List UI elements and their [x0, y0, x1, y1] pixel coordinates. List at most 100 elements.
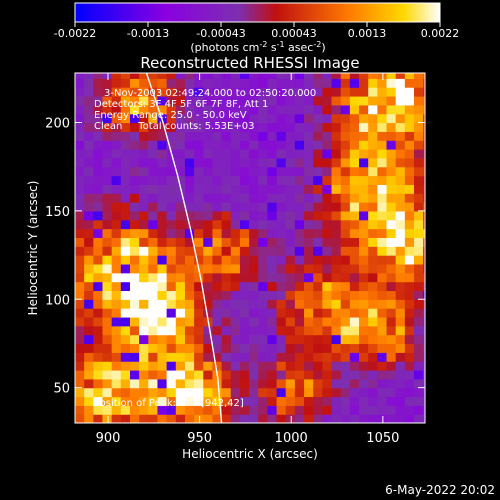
heatmap-cell	[359, 95, 369, 106]
heatmap-cell	[184, 113, 195, 124]
heatmap-cell	[331, 219, 342, 230]
heatmap-cell	[395, 343, 406, 353]
heatmap-cell	[276, 140, 287, 150]
heatmap-cell	[285, 281, 296, 292]
heatmap-cell	[230, 78, 241, 88]
heatmap-cell	[377, 334, 388, 345]
heatmap-cell	[340, 405, 351, 415]
heatmap-cell	[230, 405, 241, 415]
heatmap-cell	[386, 166, 397, 177]
heatmap-cell	[423, 414, 425, 423]
heatmap-cell	[313, 157, 323, 168]
heatmap-cell	[230, 414, 241, 423]
heatmap-cell	[148, 237, 159, 247]
heatmap-cell	[249, 122, 259, 132]
heatmap-cell	[349, 219, 360, 230]
heatmap-cell	[157, 219, 168, 230]
x-tick-label: 900	[96, 431, 121, 446]
heatmap-cell	[157, 387, 168, 398]
heatmap-cell	[102, 290, 113, 300]
heatmap-cell	[84, 334, 94, 345]
heatmap-cell	[285, 157, 296, 168]
heatmap-cell	[120, 299, 131, 309]
heatmap-cell	[404, 290, 415, 300]
heatmap-cell	[359, 219, 369, 230]
heatmap-cell	[184, 228, 195, 238]
heatmap-cell	[157, 405, 168, 415]
heatmap-cell	[294, 95, 305, 106]
heatmap-cell	[386, 210, 397, 221]
heatmap-cell	[221, 352, 232, 362]
heatmap-cell	[75, 387, 85, 398]
heatmap-cell	[166, 175, 177, 185]
heatmap-cell	[184, 343, 195, 353]
heatmap-cell	[212, 308, 223, 318]
heatmap-cell	[212, 246, 223, 256]
heatmap-cell	[395, 131, 406, 141]
heatmap-cell	[221, 290, 232, 300]
heatmap-cell	[230, 149, 241, 159]
heatmap-cell	[340, 263, 351, 274]
heatmap-cell	[386, 104, 397, 115]
heatmap-cell	[148, 343, 159, 353]
heatmap-cell	[239, 140, 250, 150]
heatmap-cell	[423, 308, 425, 318]
heatmap-cell	[84, 361, 94, 371]
heatmap-cell	[377, 246, 388, 256]
heatmap-cell	[349, 272, 360, 283]
heatmap-cell	[184, 87, 195, 97]
heatmap-cell	[331, 352, 342, 362]
heatmap-cell	[414, 281, 424, 292]
heatmap-cell	[395, 140, 406, 150]
heatmap-cell	[404, 131, 415, 141]
heatmap-cell	[322, 78, 333, 88]
heatmap-cell	[129, 78, 140, 88]
heatmap-cell	[395, 228, 406, 238]
heatmap-cell	[395, 299, 406, 309]
heatmap-cell	[230, 281, 241, 292]
heatmap-cell	[139, 369, 149, 380]
heatmap-cell	[340, 157, 351, 168]
heatmap-cell	[120, 334, 131, 345]
heatmap-cell	[322, 140, 333, 150]
heatmap-cell	[414, 316, 424, 327]
heatmap-cell	[111, 73, 122, 79]
heatmap-cell	[139, 193, 149, 203]
heatmap-cell	[258, 122, 269, 132]
heatmap-cell	[212, 95, 223, 106]
heatmap-cell	[221, 228, 232, 238]
heatmap-cell	[276, 202, 287, 212]
heatmap-cell	[148, 352, 159, 362]
heatmap-cell	[313, 237, 323, 247]
heatmap-cell	[184, 149, 195, 159]
heatmap-cell	[258, 202, 269, 212]
heatmap-cell	[148, 219, 159, 230]
heatmap-cell	[414, 308, 424, 318]
heatmap-cell	[212, 343, 223, 353]
heatmap-cell	[285, 104, 296, 115]
heatmap-cell	[84, 281, 94, 292]
heatmap-cell	[249, 166, 259, 177]
heatmap-cell	[239, 299, 250, 309]
heatmap-cell	[349, 131, 360, 141]
heatmap-cell	[285, 193, 296, 203]
heatmap-cell	[212, 405, 223, 415]
heatmap-cell	[93, 325, 104, 336]
heatmap-cell	[313, 290, 323, 300]
heatmap-cell	[267, 290, 278, 300]
heatmap-cell	[349, 255, 360, 265]
heatmap-cell	[258, 95, 269, 106]
heatmap-cell	[304, 228, 314, 238]
heatmap-cell	[194, 396, 204, 406]
heatmap-cell	[157, 369, 168, 380]
heatmap-cell	[423, 343, 425, 353]
heatmap-cell	[249, 95, 259, 106]
heatmap-cell	[75, 210, 85, 221]
heatmap-cell	[84, 95, 94, 106]
heatmap-cell	[313, 149, 323, 159]
heatmap-cell	[377, 210, 388, 221]
heatmap-cell	[331, 237, 342, 247]
heatmap-cell	[258, 193, 269, 203]
heatmap-cell	[239, 281, 250, 292]
